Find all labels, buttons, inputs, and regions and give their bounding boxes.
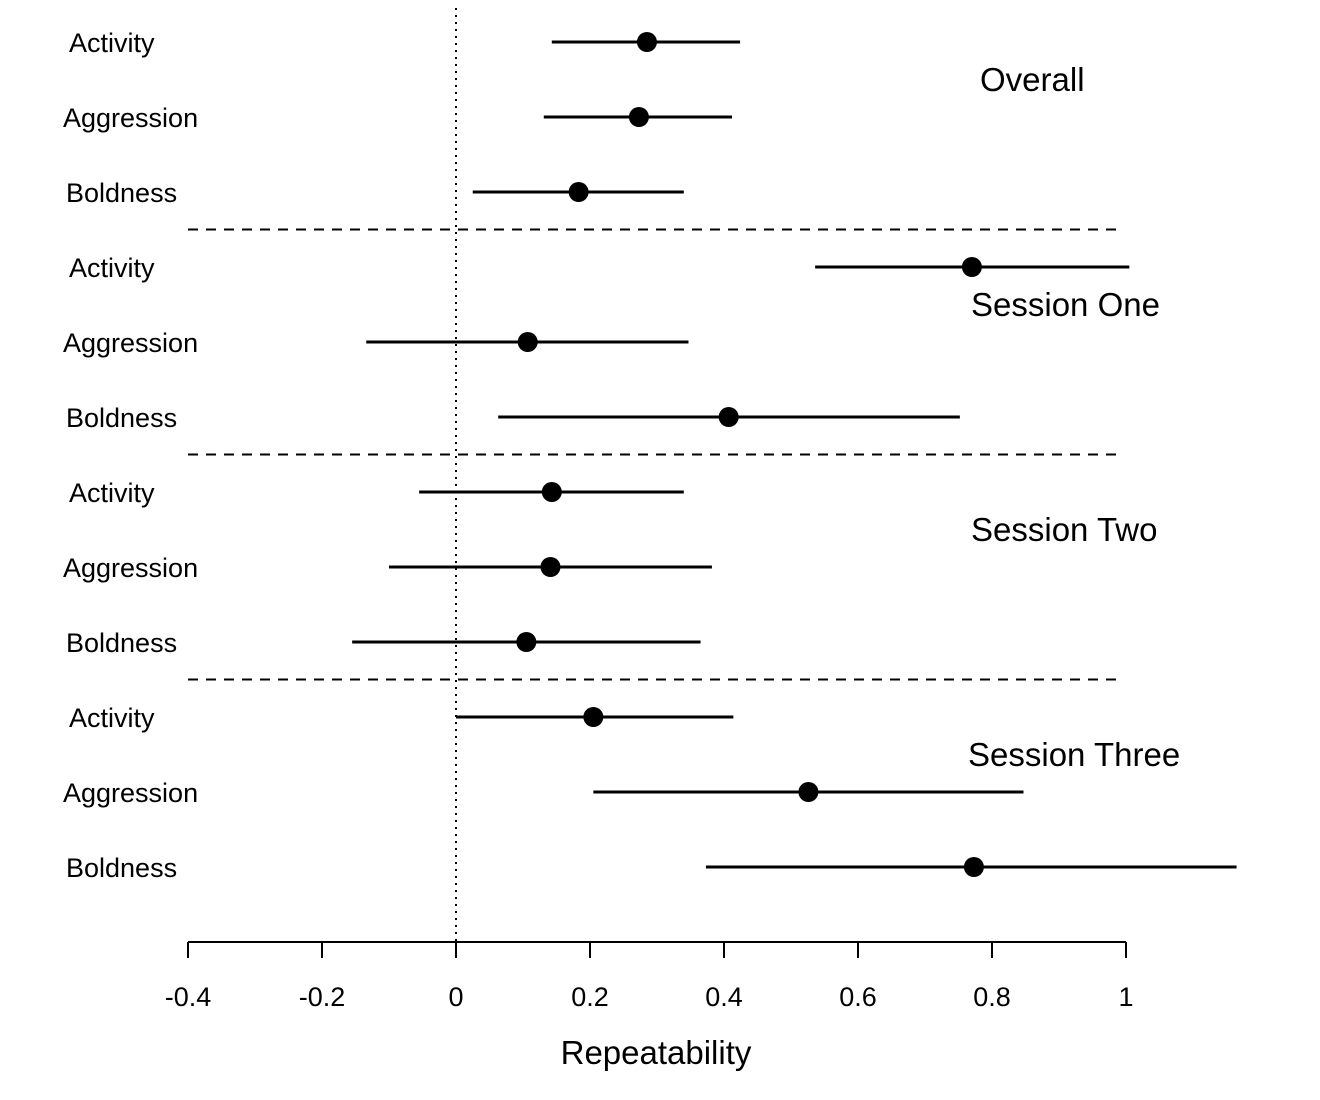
group-label-session-three: Session Three (968, 736, 1180, 773)
group-separators (188, 228, 1122, 681)
group-session-three: Activity Aggression Boldness (63, 703, 1237, 883)
row-label-boldness: Boldness (66, 628, 177, 658)
estimate-point-session-three-activity (583, 707, 604, 727)
estimate-point-overall-activity (636, 32, 657, 52)
x-axis-title: Repeatability (561, 1034, 752, 1071)
x-tick-label: 1 (1118, 982, 1133, 1012)
x-tick-label: -0.4 (165, 982, 212, 1012)
estimate-point-session-two-boldness (516, 632, 537, 652)
group-label-session-two: Session Two (971, 511, 1158, 548)
estimate-point-overall-boldness (568, 182, 589, 202)
x-tick-label: 0.2 (571, 982, 609, 1012)
group-session-two: Activity Aggression Boldness (63, 478, 712, 658)
estimate-point-session-two-activity (541, 482, 562, 502)
x-tick-label: 0.6 (839, 982, 877, 1012)
group-labels: Overall Session One Session Two Session Thr… (968, 61, 1180, 773)
row-label-aggression: Aggression (63, 103, 198, 133)
group-overall: Activity Aggression Boldness (63, 28, 741, 208)
row-label-boldness: Boldness (66, 853, 177, 883)
x-tick-label: -0.2 (299, 982, 346, 1012)
row-label-activity: Activity (69, 28, 155, 58)
estimate-point-session-two-aggression (540, 557, 561, 577)
row-label-boldness: Boldness (66, 403, 177, 433)
x-tick-label: 0.8 (973, 982, 1011, 1012)
estimate-rows: Activity Aggression Boldness Activity Aggres… (63, 28, 1237, 883)
row-label-boldness: Boldness (66, 178, 177, 208)
estimate-point-session-three-boldness (963, 857, 984, 877)
x-axis: -0.4 -0.2 0 0.2 0.4 0.6 0.8 1 (165, 941, 1134, 1012)
x-tick-label: 0 (448, 982, 463, 1012)
group-label-session-one: Session One (971, 286, 1160, 323)
row-label-activity: Activity (69, 478, 155, 508)
row-label-activity: Activity (69, 253, 155, 283)
x-tick-label: 0.4 (705, 982, 743, 1012)
row-label-activity: Activity (69, 703, 155, 733)
group-label-overall: Overall (980, 61, 1085, 98)
row-label-aggression: Aggression (63, 328, 198, 358)
estimate-point-session-three-aggression (798, 782, 819, 802)
group-session-one: Activity Aggression Boldness (63, 253, 1130, 433)
estimate-point-session-one-activity (961, 257, 982, 277)
estimate-point-overall-aggression (628, 107, 649, 127)
estimate-point-session-one-boldness (718, 407, 739, 427)
row-label-aggression: Aggression (63, 553, 198, 583)
estimate-point-session-one-aggression (517, 332, 538, 352)
row-label-aggression: Aggression (63, 778, 198, 808)
